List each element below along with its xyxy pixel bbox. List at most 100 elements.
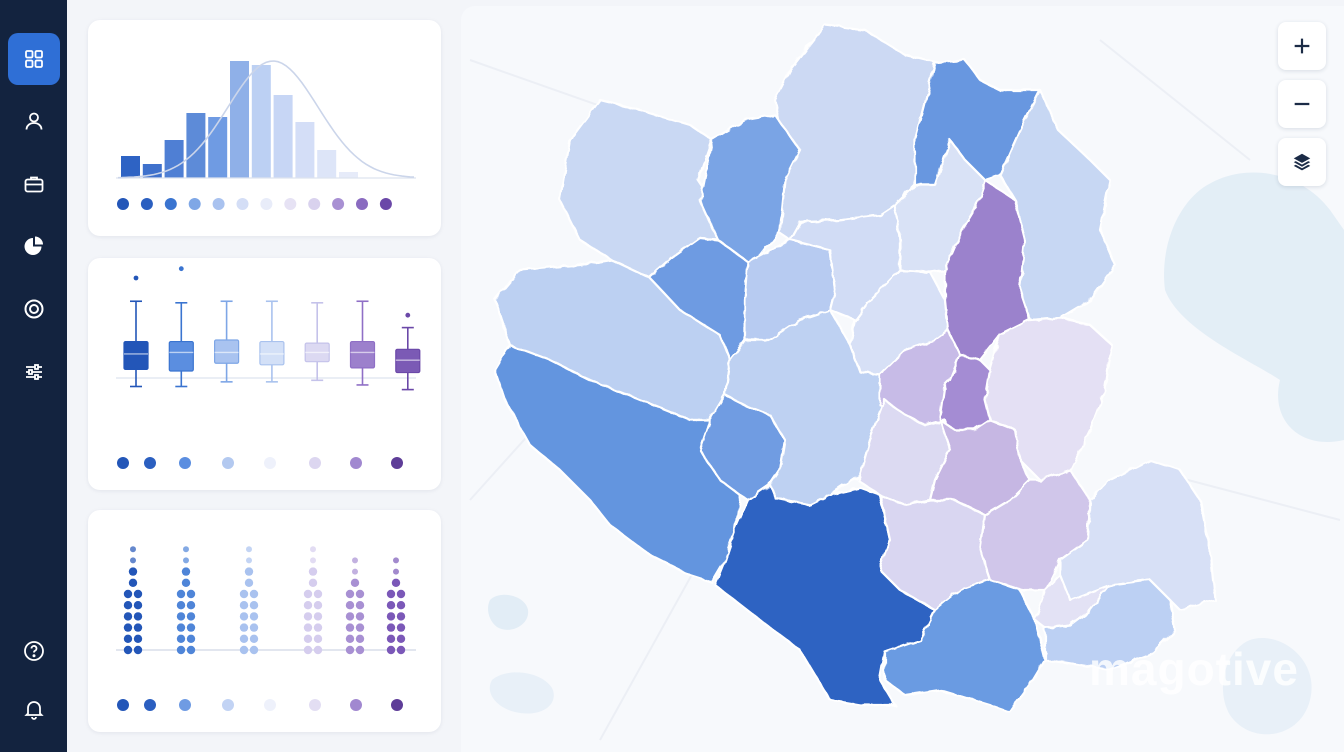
dotplot-dot[interactable]	[303, 623, 313, 632]
legend-dot[interactable]	[264, 457, 276, 469]
dotplot-dot[interactable]	[313, 589, 323, 599]
legend-dot[interactable]	[332, 198, 345, 210]
histogram-bar[interactable]	[186, 113, 206, 178]
dotplot-dot[interactable]	[355, 645, 365, 655]
dotplot-dot[interactable]	[186, 601, 196, 610]
dotplot-dot[interactable]	[352, 568, 358, 575]
legend-dot[interactable]	[222, 699, 234, 711]
dotplot-dot[interactable]	[391, 578, 401, 587]
boxplot-box[interactable]	[349, 340, 376, 369]
nav-dashboard-button[interactable]	[8, 33, 60, 85]
dotplot-dot[interactable]	[355, 623, 365, 632]
nav-settings-button[interactable]	[8, 346, 60, 398]
dotplot-dot[interactable]	[239, 623, 249, 632]
legend-dot[interactable]	[356, 198, 368, 210]
dotplot-dot[interactable]	[303, 601, 313, 610]
histogram-bar[interactable]	[251, 65, 271, 178]
dotplot-dot[interactable]	[133, 612, 143, 621]
map-canvas[interactable]	[461, 6, 1344, 752]
histogram-bar[interactable]	[164, 140, 184, 178]
dotplot-dot[interactable]	[310, 557, 316, 564]
dotplot-dot[interactable]	[249, 623, 259, 632]
histogram-bar[interactable]	[121, 156, 140, 178]
histogram-bar[interactable]	[273, 95, 293, 178]
dotplot-dot[interactable]	[355, 634, 365, 643]
dotplot-dot[interactable]	[133, 589, 143, 599]
legend-dot[interactable]	[144, 457, 156, 469]
dotplot-dot[interactable]	[123, 589, 133, 599]
dotplot-dot[interactable]	[176, 634, 186, 643]
dotplot-dot[interactable]	[239, 589, 249, 599]
dotplot-dot[interactable]	[244, 567, 254, 576]
dotplot-dot[interactable]	[249, 612, 259, 621]
dotplot-dot[interactable]	[313, 645, 323, 655]
dotplot-dot[interactable]	[181, 567, 191, 576]
dotplot-dot[interactable]	[396, 589, 406, 599]
boxplot-outlier[interactable]	[133, 275, 139, 281]
dotplot-dot[interactable]	[176, 623, 186, 632]
dotplot-dot[interactable]	[176, 601, 186, 610]
dotplot-dot[interactable]	[386, 623, 396, 632]
legend-dot[interactable]	[117, 457, 129, 469]
histogram-bar[interactable]	[208, 117, 228, 178]
dotplot-dot[interactable]	[246, 557, 252, 564]
dotplot-dot[interactable]	[186, 623, 196, 632]
nav-portfolio-button[interactable]	[8, 158, 60, 210]
dotplot-dot[interactable]	[244, 578, 254, 587]
legend-dot[interactable]	[379, 198, 392, 210]
dotplot-dot[interactable]	[246, 546, 252, 553]
dotplot-dot[interactable]	[176, 589, 186, 599]
legend-dot[interactable]	[140, 198, 153, 210]
dotplot-dot[interactable]	[355, 589, 365, 599]
legend-dot[interactable]	[117, 699, 129, 711]
legend-dot[interactable]	[212, 198, 225, 210]
dotplot-dot[interactable]	[249, 601, 259, 610]
legend-dot[interactable]	[260, 198, 273, 210]
dotplot-dot[interactable]	[308, 578, 318, 587]
boxplot-box[interactable]	[259, 340, 285, 366]
dotplot-dot[interactable]	[176, 612, 186, 621]
dotplot-dot[interactable]	[249, 634, 259, 643]
nav-reports-button[interactable]	[8, 220, 60, 272]
dotplot-dot[interactable]	[123, 601, 133, 610]
dotplot-dot[interactable]	[393, 557, 399, 564]
dotplot-dot[interactable]	[181, 578, 191, 587]
boxplot-outlier[interactable]	[405, 312, 411, 318]
histogram-bar[interactable]	[317, 150, 337, 178]
dotplot-dot[interactable]	[386, 589, 396, 599]
dotplot-dot[interactable]	[313, 623, 323, 632]
layers-button[interactable]	[1278, 138, 1326, 186]
choropleth-map[interactable]: magotive	[461, 6, 1344, 752]
nav-notifications-button[interactable]	[8, 683, 60, 735]
dotplot-dot[interactable]	[303, 612, 313, 621]
dotplot-dot[interactable]	[345, 589, 355, 599]
dotplot-dot[interactable]	[239, 645, 249, 655]
dotplot-dot[interactable]	[128, 578, 138, 587]
legend-dot[interactable]	[117, 198, 129, 210]
dotplot-dot[interactable]	[386, 634, 396, 643]
dotplot-dot[interactable]	[345, 623, 355, 632]
legend-dot[interactable]	[264, 699, 276, 711]
legend-dot[interactable]	[284, 198, 297, 210]
dotplot-dot[interactable]	[345, 645, 355, 655]
region-north-west-inner[interactable]	[698, 113, 802, 264]
legend-dot[interactable]	[309, 457, 321, 469]
histogram-bar[interactable]	[295, 122, 315, 178]
dotplot-dot[interactable]	[183, 546, 189, 553]
dotplot-dot[interactable]	[396, 601, 406, 610]
dotplot-dot[interactable]	[386, 645, 396, 655]
legend-dot[interactable]	[179, 699, 191, 711]
dotplot-dot[interactable]	[396, 634, 406, 643]
legend-dot[interactable]	[144, 699, 156, 711]
dotplot-dot[interactable]	[396, 612, 406, 621]
dotplot-dot[interactable]	[345, 634, 355, 643]
dotplot-dot[interactable]	[130, 557, 136, 564]
legend-dot[interactable]	[350, 699, 362, 711]
dotplot-dot[interactable]	[133, 634, 143, 643]
nav-goals-button[interactable]	[8, 283, 60, 335]
dotplot-dot[interactable]	[130, 546, 136, 553]
dotplot-dot[interactable]	[386, 612, 396, 621]
dotplot-dot[interactable]	[183, 557, 189, 564]
dotplot-dot[interactable]	[313, 601, 323, 610]
dotplot-dot[interactable]	[239, 612, 249, 621]
